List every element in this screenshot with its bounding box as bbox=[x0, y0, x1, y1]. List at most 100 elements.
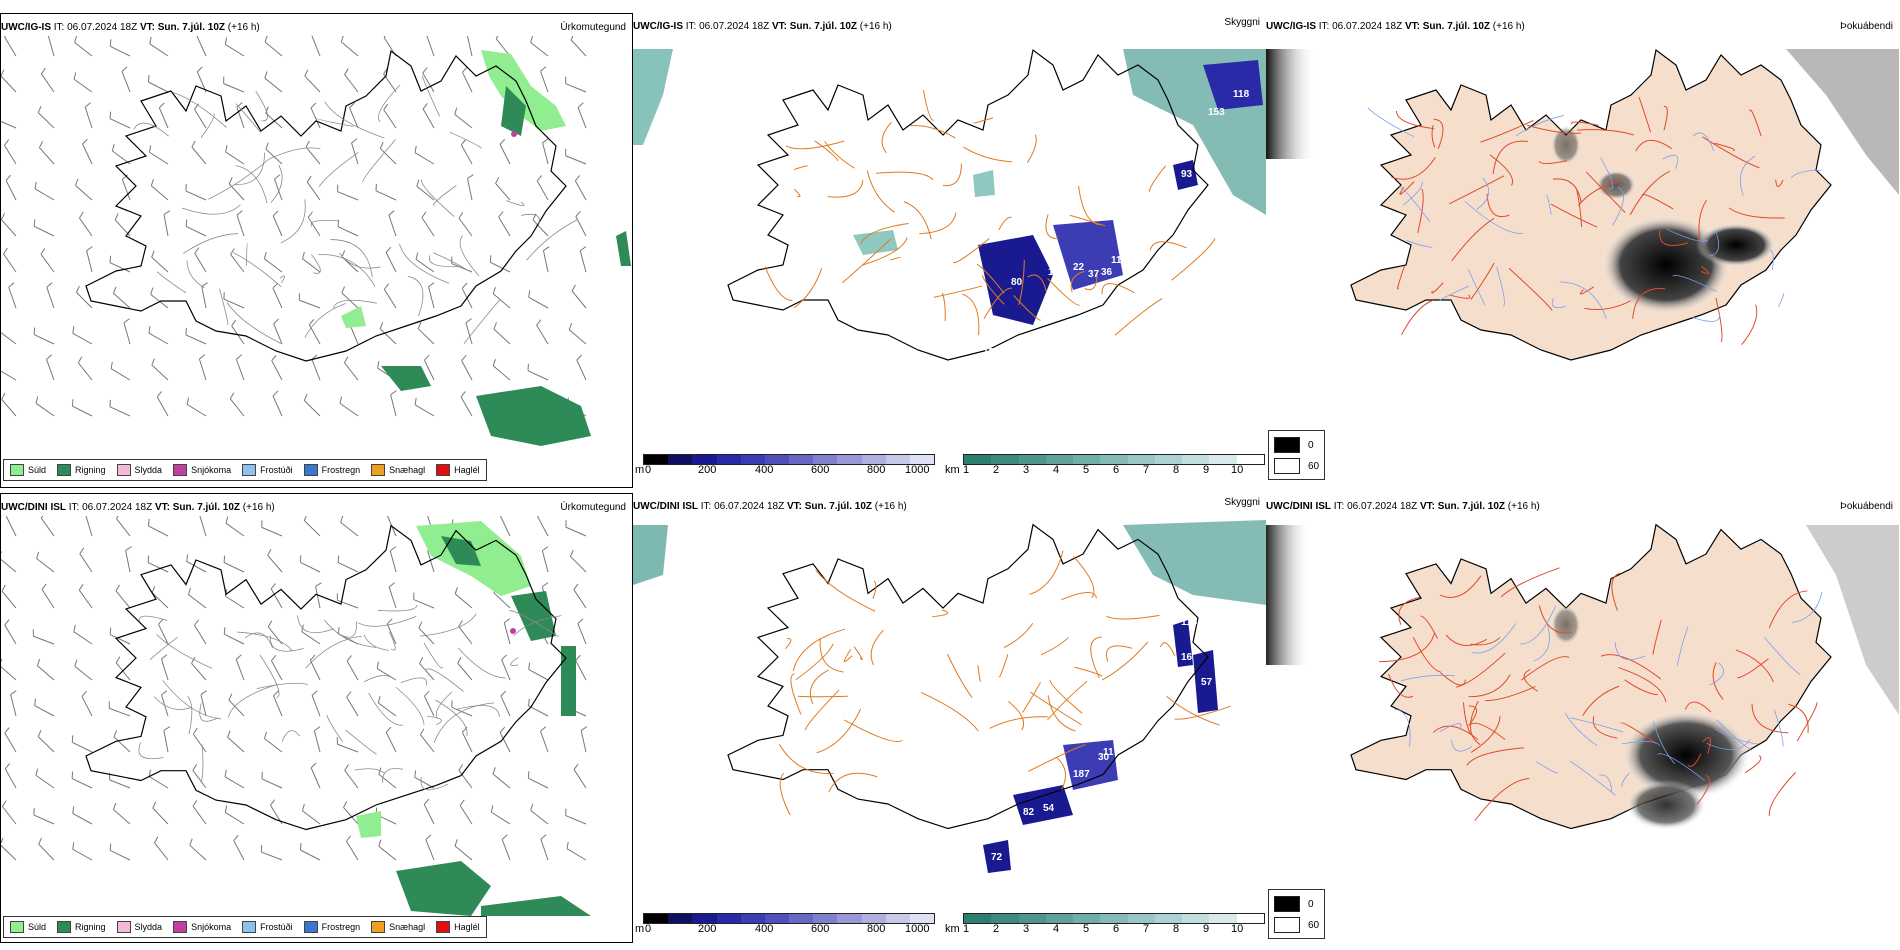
wind-barb bbox=[495, 38, 511, 57]
wind-barb bbox=[109, 262, 131, 273]
road-segment bbox=[433, 702, 495, 743]
wind-barb bbox=[344, 770, 359, 789]
wind-barb bbox=[378, 773, 397, 789]
wind-barb bbox=[467, 178, 473, 201]
wind-barb-flag bbox=[194, 619, 200, 626]
wind-barb-flag bbox=[386, 618, 393, 625]
wind-barb bbox=[466, 36, 473, 57]
wind-barb bbox=[460, 396, 473, 417]
legend-swatch bbox=[10, 464, 24, 476]
wind-barb bbox=[270, 588, 283, 609]
wind-barb-flag bbox=[467, 174, 474, 179]
wind-barb-flag bbox=[460, 391, 466, 398]
road-segment bbox=[425, 668, 464, 692]
road-segment bbox=[1480, 120, 1534, 143]
road-segment bbox=[139, 615, 168, 622]
wind-barb bbox=[273, 323, 283, 345]
wind-barb-flag bbox=[568, 323, 572, 330]
wind-barb bbox=[38, 843, 55, 861]
wind-barb bbox=[156, 396, 169, 417]
wind-barb bbox=[224, 776, 245, 789]
road-segment bbox=[1045, 214, 1059, 240]
wind-barb bbox=[236, 214, 245, 237]
wind-barb-flag bbox=[37, 105, 42, 113]
wind-barb bbox=[200, 694, 207, 717]
river-segment bbox=[1467, 269, 1486, 306]
wind-barb bbox=[196, 71, 207, 93]
wind-barb bbox=[492, 365, 511, 381]
wind-barb-flag bbox=[314, 726, 321, 732]
ceiling-value-label: 22 bbox=[1073, 262, 1085, 273]
road-segment bbox=[463, 299, 501, 344]
ceiling-bar bbox=[643, 454, 935, 465]
road-segment bbox=[909, 124, 956, 139]
wind-barb bbox=[385, 252, 397, 273]
wind-barb-flag bbox=[77, 356, 83, 364]
wind-barb-flag bbox=[343, 356, 349, 363]
wind-barb-flag bbox=[263, 251, 267, 259]
wind-barb bbox=[81, 696, 93, 717]
road-segment bbox=[279, 275, 285, 284]
visibility-map: 118 153 123 93 80 129 68 138 22 11 37 36 bbox=[633, 48, 1266, 361]
road-segment bbox=[976, 263, 1005, 294]
legend-item: Frostregn bbox=[303, 464, 360, 476]
wind-barb bbox=[37, 112, 55, 129]
road-segment bbox=[1620, 722, 1657, 744]
wind-barb-flag bbox=[499, 726, 506, 733]
wind-barb bbox=[148, 525, 169, 537]
road-segment bbox=[841, 238, 892, 284]
wind-barb bbox=[225, 522, 245, 537]
river-segment bbox=[1778, 293, 1785, 308]
road-segment bbox=[1114, 298, 1163, 336]
road-segment bbox=[1159, 642, 1176, 657]
wind-barb bbox=[261, 526, 283, 537]
road-segment bbox=[1013, 295, 1041, 321]
wind-barb-flag bbox=[495, 36, 499, 40]
wind-barb bbox=[461, 360, 473, 381]
wind-barb bbox=[386, 623, 397, 645]
wind-barb-flag bbox=[416, 179, 420, 187]
wind-barb bbox=[4, 145, 17, 165]
wind-barb bbox=[309, 660, 321, 681]
road-segment bbox=[1022, 681, 1041, 713]
river-segment bbox=[1774, 709, 1784, 747]
road-segment bbox=[186, 260, 205, 289]
wind-barb-flag bbox=[185, 219, 188, 227]
wind-barb bbox=[233, 840, 245, 861]
wind-barb bbox=[422, 72, 435, 93]
legend-swatch bbox=[57, 464, 72, 476]
wind-barb-flag bbox=[341, 286, 345, 294]
wind-barb bbox=[493, 328, 511, 345]
road-segment bbox=[521, 213, 540, 227]
road-segment bbox=[1026, 134, 1037, 163]
road-segment bbox=[310, 219, 339, 227]
wind-barb bbox=[414, 776, 435, 789]
wind-barb-flag bbox=[229, 392, 235, 400]
road-segment bbox=[1440, 672, 1466, 686]
wind-barb bbox=[109, 850, 131, 861]
wind-barb-flag bbox=[163, 726, 171, 731]
wind-barb bbox=[109, 779, 131, 789]
road-segment bbox=[872, 580, 877, 599]
wind-barb bbox=[315, 586, 321, 609]
wind-barb bbox=[228, 699, 245, 717]
road-segment bbox=[133, 122, 169, 137]
road-segment bbox=[790, 673, 802, 715]
wind-barb-flag bbox=[566, 841, 569, 849]
wind-barb-flag bbox=[344, 68, 349, 75]
wind-barb-flag bbox=[111, 143, 115, 151]
wind-barb-flag bbox=[35, 396, 39, 404]
wind-barb bbox=[1, 666, 17, 681]
wind-barb bbox=[418, 627, 435, 645]
road-segment bbox=[208, 159, 269, 200]
wind-barb bbox=[577, 623, 587, 645]
road-segment bbox=[1585, 171, 1626, 213]
river-segment bbox=[1621, 741, 1661, 746]
river-segment bbox=[1652, 721, 1676, 765]
wind-barb bbox=[78, 589, 93, 609]
precip-type-legend: Súld Rigning Slydda Snjókoma Frostúði Fr… bbox=[3, 916, 487, 938]
wind-barb-flag bbox=[528, 698, 530, 706]
road-segment bbox=[420, 613, 477, 637]
wind-barb bbox=[375, 190, 397, 201]
wind-barb-flag bbox=[379, 322, 384, 329]
